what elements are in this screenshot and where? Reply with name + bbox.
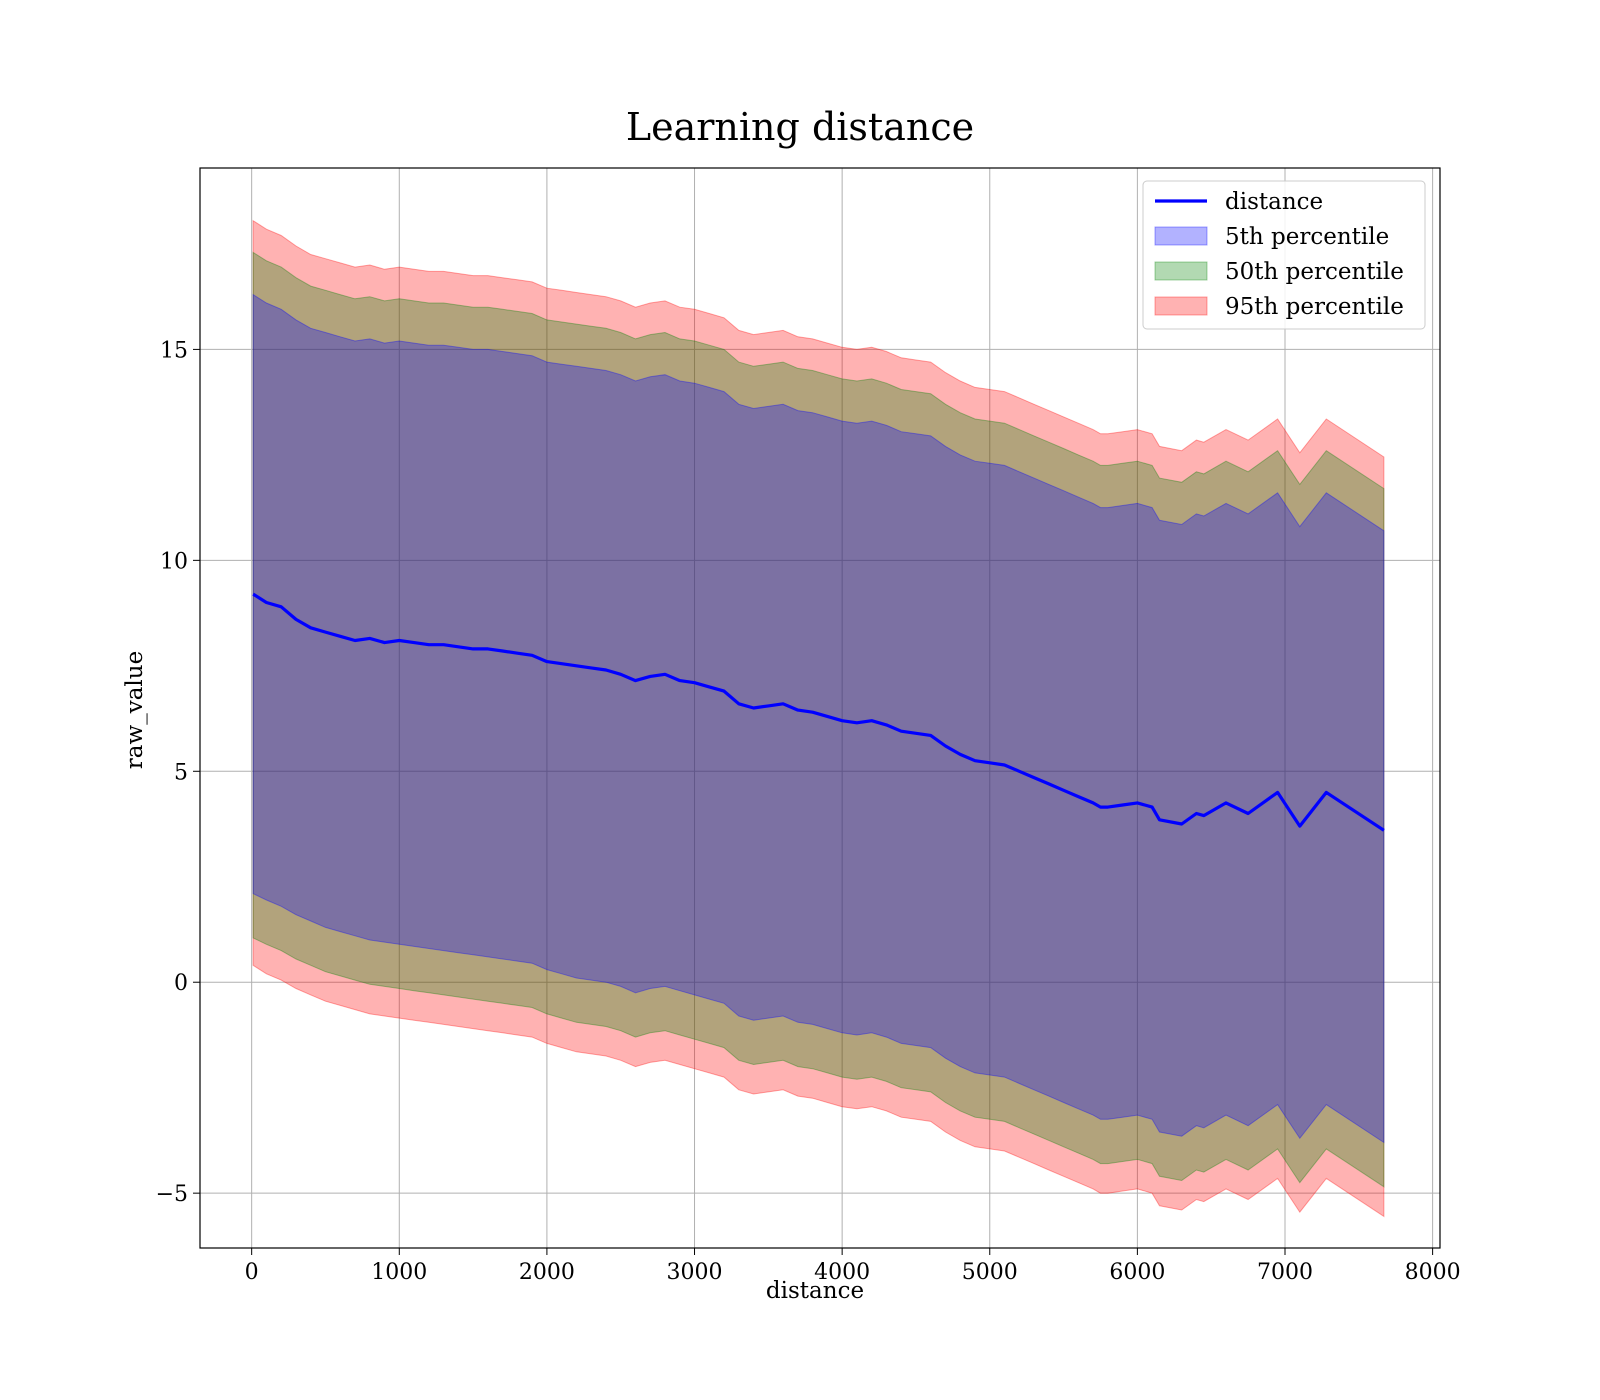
- legend-label-5th-percentile: 5th percentile: [1225, 224, 1389, 250]
- legend-box: [1142, 180, 1426, 330]
- x-tick-label: 6000: [1109, 1260, 1165, 1285]
- x-tick-label: 5000: [962, 1260, 1018, 1285]
- x-tick-label: 0: [245, 1260, 259, 1285]
- y-tick-label: −5: [156, 1182, 188, 1207]
- legend: distance 5th percentile 50th percentile 95t…: [1142, 180, 1426, 330]
- y-tick-label: 10: [160, 549, 188, 574]
- distance-line-layer: [252, 592, 1385, 832]
- legend-swatch-95th-percentile: [1154, 296, 1208, 316]
- legend-label-50th-percentile: 50th percentile: [1225, 259, 1404, 285]
- band-5th-percentile: [252, 293, 1385, 1144]
- y-axis-label: raw_value: [122, 651, 148, 769]
- chart-title: Learning distance: [626, 105, 974, 149]
- x-tick-label: 1000: [371, 1260, 427, 1285]
- x-axis-label: distance: [766, 1278, 864, 1304]
- y-tick-label: 5: [174, 760, 188, 785]
- legend-swatch-50th-percentile: [1154, 261, 1208, 281]
- percentile-bands: [252, 219, 1385, 1218]
- x-tick-label: 2000: [519, 1260, 575, 1285]
- legend-label-distance: distance: [1225, 189, 1323, 215]
- x-tick-label: 8000: [1405, 1260, 1461, 1285]
- x-tick-label: 7000: [1257, 1260, 1313, 1285]
- x-tick-label: 3000: [667, 1260, 723, 1285]
- x-tick-label: 4000: [814, 1260, 870, 1285]
- grid: [200, 168, 1440, 1248]
- axis-ticks: 0 1000 2000 3000 4000 5000 6000 7000 8000 −5 0 5 10 1…: [156, 338, 1461, 1285]
- distance-line: [252, 592, 1385, 832]
- legend-label-95th-percentile: 95th percentile: [1225, 294, 1404, 320]
- band-50th-percentile: [252, 251, 1385, 1188]
- y-tick-label: 15: [160, 338, 188, 363]
- y-tick-label: 0: [174, 971, 188, 996]
- plot-frame: [199, 167, 1441, 1249]
- legend-swatch-5th-percentile: [1154, 226, 1208, 246]
- band-95th-percentile: [252, 219, 1385, 1218]
